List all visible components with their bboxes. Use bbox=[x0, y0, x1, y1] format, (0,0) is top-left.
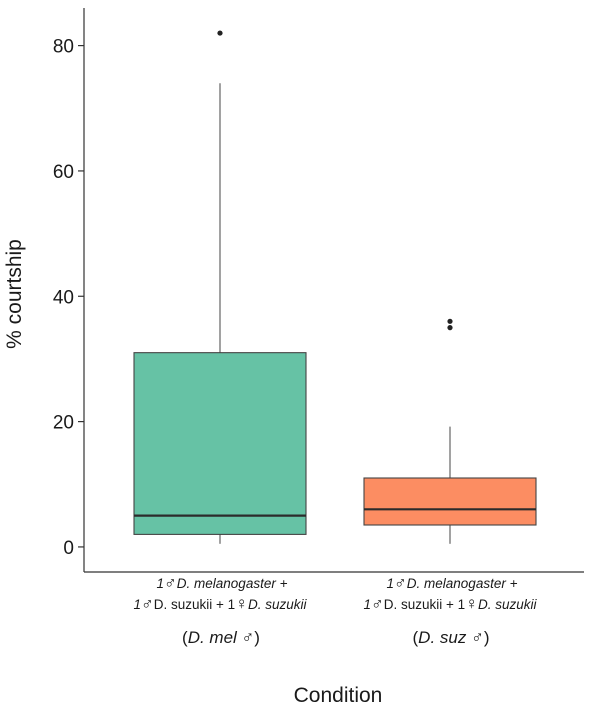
category-group-label: (D. suz ♂) bbox=[413, 628, 490, 647]
category-line-1: 1♂D. melanogaster + bbox=[387, 573, 518, 592]
y-tick-label: 80 bbox=[53, 37, 74, 58]
outlier-point bbox=[217, 30, 223, 36]
outlier-point bbox=[447, 318, 453, 324]
y-tick-label: 0 bbox=[63, 538, 74, 559]
box-group-1 bbox=[133, 30, 307, 544]
y-tick-label: 20 bbox=[53, 413, 74, 434]
category-label-1: 1♂D. melanogaster + 1♂D. suzukii + 1♀D. s… bbox=[134, 573, 308, 647]
y-axis-ticks: 0 20 40 60 80 bbox=[53, 37, 84, 559]
iqr-box bbox=[363, 477, 537, 526]
y-axis-title: % courtship bbox=[3, 239, 26, 349]
y-tick-label: 60 bbox=[53, 162, 74, 183]
category-line-1: 1♂D. melanogaster + bbox=[157, 573, 288, 592]
outlier-point bbox=[447, 325, 453, 331]
box-series bbox=[133, 30, 537, 544]
category-line-2: 1♂D. suzukii + 1♀D. suzukii bbox=[134, 594, 308, 613]
category-group-label: (D. mel ♂) bbox=[182, 628, 260, 647]
box-group-2 bbox=[363, 318, 537, 544]
x-axis-title: Condition bbox=[294, 684, 383, 707]
y-tick-label: 40 bbox=[53, 287, 74, 308]
iqr-box bbox=[133, 352, 307, 535]
x-axis-category-labels: 1♂D. melanogaster + 1♂D. suzukii + 1♀D. s… bbox=[134, 573, 538, 647]
category-label-2: 1♂D. melanogaster + 1♂D. suzukii + 1♀D. s… bbox=[364, 573, 538, 647]
category-line-2: 1♂D. suzukii + 1♀D. suzukii bbox=[364, 594, 538, 613]
